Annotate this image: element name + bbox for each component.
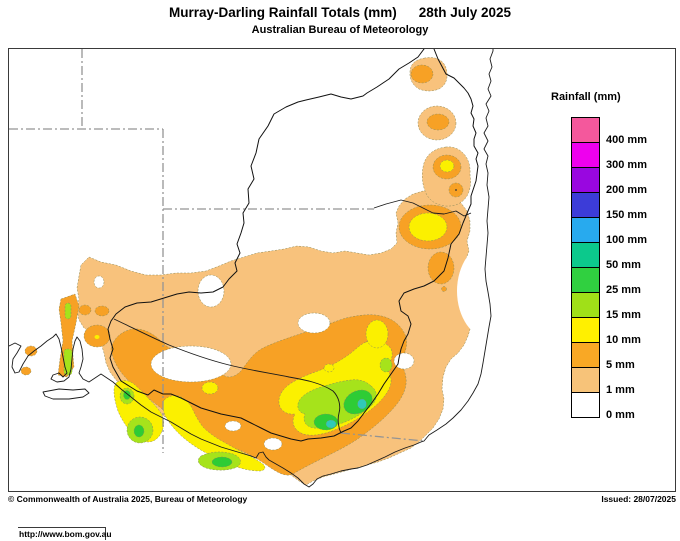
legend-swatch — [571, 342, 600, 368]
legend-swatch — [571, 167, 600, 193]
state-borders — [9, 49, 425, 453]
map-subtitle: Australian Bureau of Meteorology — [251, 24, 429, 36]
legend-label: 0 mm — [606, 409, 635, 421]
rainfall-map — [9, 49, 525, 488]
legend-swatch — [571, 267, 600, 293]
legend-color-scale — [571, 117, 600, 418]
murray-river — [113, 318, 342, 434]
legend-label: 50 mm — [606, 259, 641, 271]
legend-title: Rainfall (mm) — [551, 91, 621, 103]
legend-swatch — [571, 242, 600, 268]
legend-label: 1 mm — [606, 384, 635, 396]
legend-label: 5 mm — [606, 359, 635, 371]
kangaroo-island — [42, 388, 90, 400]
coastline — [9, 49, 494, 488]
bom-url: http://www.bom.gov.au — [18, 527, 112, 540]
legend-label: 100 mm — [606, 234, 647, 246]
legend-label: 150 mm — [606, 209, 647, 221]
legend-swatch — [571, 117, 600, 143]
copyright-text: © Commonwealth of Australia 2025, Bureau… — [8, 494, 248, 504]
bom-rainfall-map-page: { "title": { "main": "Murray-Darling Rai… — [0, 5, 680, 540]
basin-boundary — [107, 49, 479, 442]
rain-band-50mm — [325, 398, 367, 429]
legend-swatch — [571, 367, 600, 393]
legend-label: 15 mm — [606, 309, 641, 321]
map-frame: http://www.bom.gov.au — [8, 48, 676, 540]
page-title: Murray-Darling Rainfall Totals (mm) 28th … — [0, 5, 680, 20]
legend-swatch — [571, 317, 600, 343]
legend-swatch — [571, 192, 600, 218]
map-title: Murray-Darling Rainfall Totals (mm) — [168, 5, 397, 20]
legend-swatch — [571, 292, 600, 318]
legend-label: 25 mm — [606, 284, 641, 296]
legend-swatch — [571, 217, 600, 243]
rain-holes-0mm — [93, 243, 525, 451]
legend-swatch — [571, 142, 600, 168]
qld-nsw-border — [373, 199, 472, 217]
map-date: 28th July 2025 — [418, 5, 512, 20]
legend-swatch — [571, 392, 600, 418]
legend-label: 10 mm — [606, 334, 641, 346]
legend-label: 400 mm — [606, 134, 647, 146]
legend-label: 300 mm — [606, 159, 647, 171]
legend-label: 200 mm — [606, 184, 647, 196]
issued-date: Issued: 28/07/2025 — [601, 494, 676, 504]
